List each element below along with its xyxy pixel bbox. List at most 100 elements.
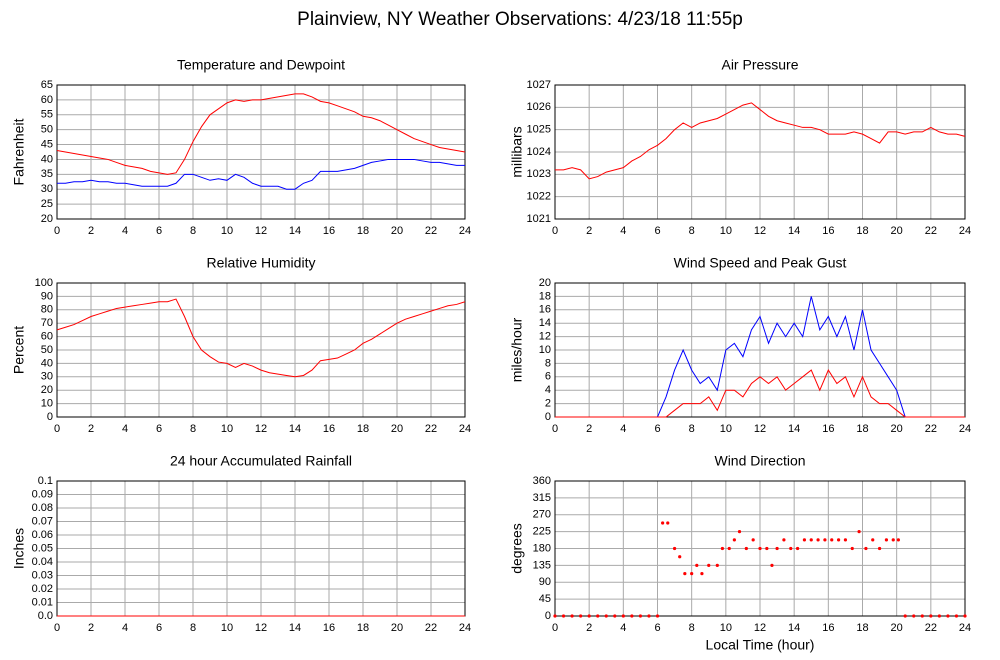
y-tick-label: 100 — [35, 277, 53, 289]
x-tick-label: 0 — [54, 622, 60, 634]
point — [678, 555, 682, 559]
x-tick-label: 16 — [822, 225, 834, 237]
x-tick-label: 12 — [255, 622, 267, 634]
x-tick-label: 2 — [586, 423, 592, 435]
point — [707, 563, 711, 567]
plot-frame — [554, 282, 966, 418]
x-tick-label: 24 — [459, 423, 471, 435]
point — [720, 546, 725, 551]
x-tick-label: 14 — [289, 622, 301, 634]
y-tick-label: 12 — [539, 331, 551, 343]
x-tick-label: 22 — [925, 622, 937, 634]
x-tick-label: 18 — [856, 225, 868, 237]
y-tick-label: 40 — [41, 153, 53, 165]
x-tick-label: 12 — [255, 225, 267, 237]
x-tick-label: 8 — [689, 622, 695, 634]
x-tick-label: 8 — [689, 423, 695, 435]
point — [795, 546, 800, 551]
point — [823, 538, 827, 542]
y-tick-label: 0.0 — [38, 610, 53, 622]
point — [937, 614, 941, 618]
y-axis-label: Fahrenheit — [11, 118, 27, 185]
x-tick-label: 4 — [122, 423, 128, 435]
x-tick-label: 20 — [891, 622, 903, 634]
y-axis-label: Percent — [11, 326, 27, 374]
y-axis-label: degrees — [509, 523, 525, 574]
y-tick-label: 0.03 — [32, 569, 53, 581]
y-axis-label: miles/hour — [509, 317, 525, 382]
series-line — [555, 369, 965, 418]
x-tick-label: 6 — [156, 423, 162, 435]
series-line — [56, 298, 466, 378]
plot-frame — [554, 480, 966, 617]
x-tick-label: 20 — [891, 423, 903, 435]
y-tick-label: 0.08 — [32, 502, 53, 514]
point — [553, 614, 557, 618]
y-tick-label: 25 — [41, 198, 53, 210]
y-tick-label: 60 — [41, 94, 53, 106]
point — [963, 614, 967, 618]
point — [579, 614, 583, 618]
x-tick-label: 0 — [552, 225, 558, 237]
x-tick-label: 22 — [425, 622, 437, 634]
y-axis-label: Inches — [11, 528, 27, 569]
point — [666, 521, 670, 525]
y-tick-label: 0 — [545, 411, 551, 423]
x-tick-label: 0 — [54, 225, 60, 237]
x-tick-label: 24 — [959, 423, 971, 435]
y-tick-label: 30 — [41, 371, 53, 383]
x-tick-label: 12 — [754, 423, 766, 435]
x-tick-label: 22 — [925, 423, 937, 435]
y-tick-label: 0 — [47, 411, 53, 423]
point — [891, 538, 895, 542]
y-tick-label: 45 — [41, 138, 53, 150]
x-tick-label: 0 — [552, 423, 558, 435]
point — [843, 538, 848, 542]
y-tick-label: 50 — [41, 124, 53, 136]
point — [727, 546, 731, 551]
y-tick-label: 0.04 — [32, 556, 53, 568]
y-tick-label: 1024 — [527, 146, 551, 158]
x-tick-label: 16 — [323, 423, 335, 435]
point — [816, 538, 820, 542]
chart-title: Relative Humidity — [207, 255, 316, 271]
x-tick-label: 18 — [856, 622, 868, 634]
point — [758, 546, 762, 551]
y-tick-label: 270 — [533, 509, 551, 521]
y-tick-label: 18 — [539, 290, 551, 302]
x-tick-label: 18 — [856, 423, 868, 435]
x-tick-label: 22 — [425, 423, 437, 435]
point — [809, 538, 813, 542]
x-tick-label: 10 — [720, 622, 732, 634]
x-tick-label: 14 — [788, 423, 800, 435]
chart-title: Temperature and Dewpoint — [177, 57, 345, 73]
x-tick-label: 4 — [620, 225, 626, 237]
point — [782, 538, 786, 542]
point — [596, 614, 600, 618]
x-tick-label: 18 — [357, 423, 369, 435]
point — [621, 614, 625, 618]
point — [857, 530, 861, 534]
y-tick-label: 135 — [533, 559, 551, 571]
chart-title: Wind Speed and Peak Gust — [674, 255, 847, 271]
y-tick-label: 2 — [545, 398, 551, 410]
x-tick-label: 2 — [586, 225, 592, 237]
point — [655, 614, 660, 618]
x-tick-label: 16 — [822, 423, 834, 435]
x-tick-label: 24 — [959, 225, 971, 237]
point — [850, 546, 854, 551]
point — [561, 614, 566, 618]
y-tick-label: 60 — [41, 331, 53, 343]
x-tick-label: 18 — [357, 225, 369, 237]
x-tick-label: 6 — [156, 225, 162, 237]
x-tick-label: 4 — [122, 225, 128, 237]
point — [732, 538, 736, 542]
y-tick-label: 1025 — [527, 124, 551, 136]
y-tick-label: 8 — [545, 357, 551, 369]
x-tick-label: 10 — [221, 225, 233, 237]
x-tick-label: 20 — [391, 423, 403, 435]
y-tick-label: 50 — [41, 344, 53, 356]
y-tick-label: 70 — [41, 317, 53, 329]
y-tick-label: 0.07 — [32, 515, 53, 527]
y-tick-label: 0.02 — [32, 583, 53, 595]
